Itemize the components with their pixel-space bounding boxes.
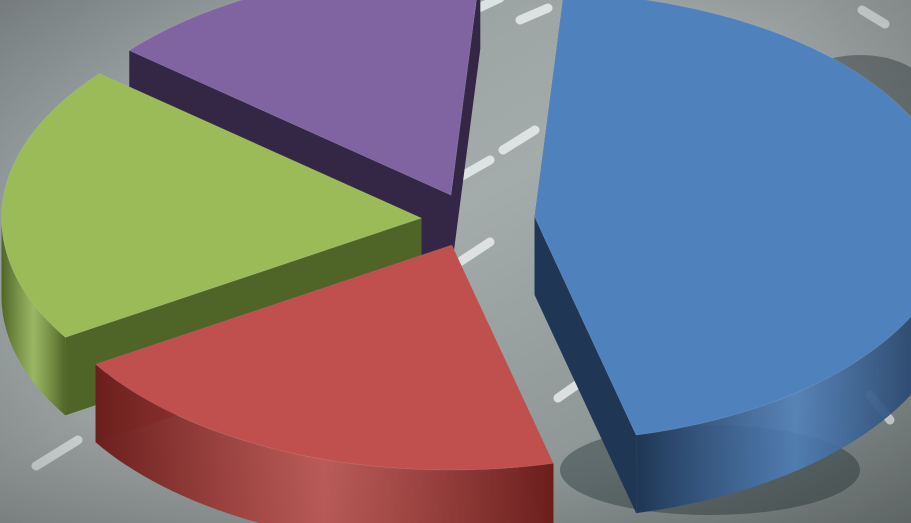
slice-side-wall xyxy=(451,0,481,274)
slice-side-wall xyxy=(534,216,637,514)
slice-top-face xyxy=(1,72,423,338)
slice-top-face xyxy=(94,244,555,471)
pie-slice-1 xyxy=(534,0,911,514)
slice-outer-wall xyxy=(1,218,66,416)
slice-top-face xyxy=(128,0,477,196)
slice-outer-wall xyxy=(95,364,554,523)
pie-slice-2 xyxy=(94,244,555,523)
slice-outer-wall xyxy=(636,316,911,514)
slice-top-face xyxy=(534,0,911,436)
